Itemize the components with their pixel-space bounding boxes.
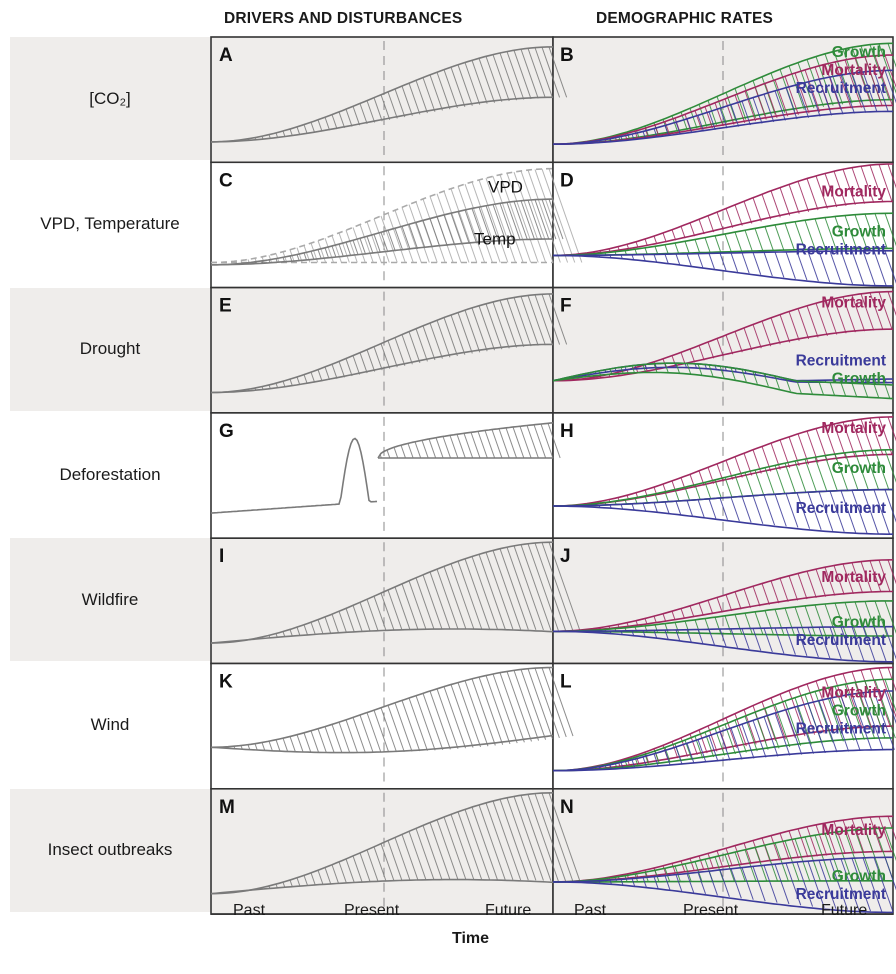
x-tick-future-right: Future [821, 902, 868, 919]
series-label-growth: Growth [832, 614, 886, 631]
x-tick-future-left: Future [485, 902, 532, 919]
rate-band-recruitment [552, 488, 896, 535]
panel-letter: I [219, 546, 224, 567]
x-tick-past-right: Past [574, 902, 607, 919]
row-label: Wind [10, 663, 210, 787]
series-label-recruitment: Recruitment [796, 241, 886, 258]
panel-letter: F [560, 296, 572, 317]
driver-band [210, 666, 574, 754]
rate-band-growth [552, 362, 894, 400]
rate-band-mortality [553, 54, 896, 145]
series-label-growth: Growth [832, 223, 886, 240]
rate-band-recruitment [552, 250, 896, 287]
rate-band-recruitment [552, 625, 896, 663]
series-label-recruitment: Recruitment [796, 80, 886, 97]
row-label: Wildfire [10, 538, 210, 662]
panel-letter: J [560, 546, 571, 567]
panel-m [210, 787, 554, 915]
vpd-label: VPD [488, 177, 523, 196]
panel-letter: E [219, 296, 232, 317]
series-label-growth: Growth [832, 703, 886, 720]
row-label: Deforestation [10, 412, 210, 537]
row-label: Drought [10, 287, 210, 411]
panel-letter: M [219, 797, 235, 818]
series-label-growth: Growth [832, 868, 886, 885]
rate-band-recruitment [552, 856, 896, 914]
panel-e [210, 286, 554, 414]
driver-band [210, 293, 568, 394]
panel-letter: D [560, 170, 574, 191]
panel-letter: A [219, 45, 233, 66]
rate-band-recruitment [553, 690, 896, 772]
panel-letter: L [560, 672, 572, 693]
rate-band-recruitment [553, 69, 896, 145]
series-label-growth: Growth [832, 44, 886, 61]
x-axis-title: Time [452, 930, 490, 947]
x-tick-present-right: Present [683, 902, 739, 919]
panel-k [210, 662, 554, 790]
drivers-header: DRIVERS AND DISTURBANCES [224, 10, 463, 27]
series-label-recruitment: Recruitment [796, 500, 886, 517]
temp-band [211, 198, 564, 266]
temp-label: Temp [474, 229, 516, 248]
panel-letter: K [219, 672, 233, 693]
row-label: Insect outbreaks [10, 788, 210, 913]
series-label-mortality: Mortality [821, 685, 886, 702]
driver-band [210, 792, 581, 895]
driver-band [210, 46, 568, 143]
x-tick-present-left: Present [344, 902, 400, 919]
x-tick-past-left: Past [233, 902, 266, 919]
driver-band [377, 422, 561, 459]
panel-letter: H [560, 421, 574, 442]
series-label-mortality: Mortality [821, 420, 886, 437]
row-label: VPD, Temperature [10, 162, 210, 286]
panel-letter: G [219, 421, 234, 442]
vpd-band [210, 167, 583, 264]
series-label-mortality: Mortality [821, 295, 886, 312]
rate-band-growth [552, 678, 896, 772]
series-label-recruitment: Recruitment [796, 353, 886, 370]
deforestation-line [210, 437, 378, 514]
panel-letter: B [560, 45, 574, 66]
series-label-mortality: Mortality [821, 822, 886, 839]
series-label-mortality: Mortality [821, 569, 886, 586]
demographic-rates-header: DEMOGRAPHIC RATES [596, 10, 774, 27]
series-label-recruitment: Recruitment [796, 632, 886, 649]
series-label-recruitment: Recruitment [796, 721, 886, 738]
panel-g [210, 412, 554, 539]
series-label-growth: Growth [832, 460, 886, 477]
panel-letter: N [560, 797, 574, 818]
series-label-mortality: Mortality [821, 183, 886, 200]
row-label: [CO₂] [10, 37, 210, 161]
panel-a [210, 36, 554, 164]
series-label-growth: Growth [832, 371, 886, 388]
panel-letter: C [219, 170, 233, 191]
series-label-mortality: Mortality [821, 62, 886, 79]
driver-band [210, 541, 581, 644]
series-label-recruitment: Recruitment [796, 886, 886, 903]
panel-i [210, 537, 554, 665]
